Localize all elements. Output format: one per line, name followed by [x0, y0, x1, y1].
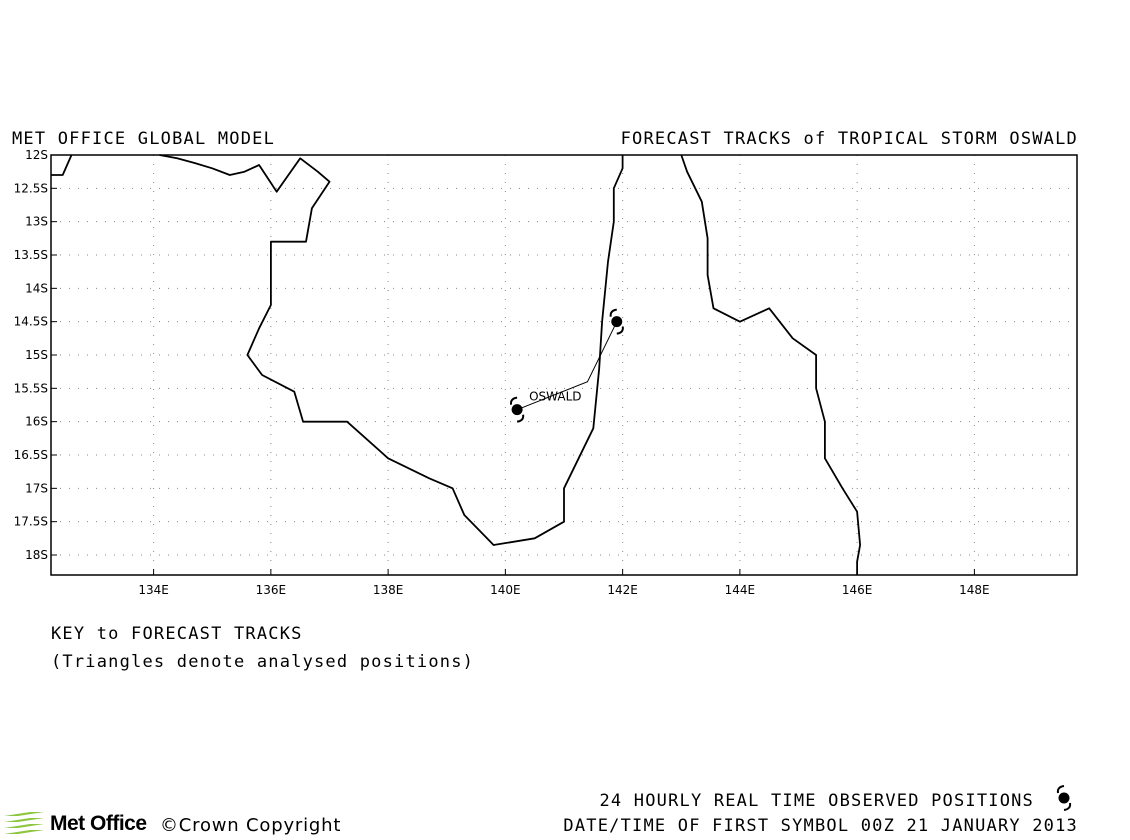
- lat-tick-label: 12S: [25, 148, 48, 162]
- lat-tick-label: 13S: [25, 215, 48, 229]
- longitude-labels: 134E 136E 138E 140E 142E 144E 146E 148E: [138, 583, 989, 597]
- map-frame: [50, 154, 1078, 576]
- lon-tick-label: 136E: [256, 583, 287, 597]
- lat-tick-label: 16.5S: [14, 448, 48, 462]
- lat-tick-label: 17S: [25, 481, 48, 495]
- lon-tick-label: 144E: [725, 583, 756, 597]
- lat-tick-label: 14.5S: [14, 315, 48, 329]
- lat-tick-label: 17.5S: [14, 515, 48, 529]
- key-note: (Triangles denote analysed positions): [51, 652, 475, 672]
- model-title: MET OFFICE GLOBAL MODEL: [12, 129, 276, 149]
- first-symbol-datetime: DATE/TIME OF FIRST SYMBOL 00Z 21 JANUARY…: [563, 816, 1078, 836]
- lat-tick-label: 16S: [25, 415, 48, 429]
- lat-tick-label: 15.5S: [14, 381, 48, 395]
- lon-tick-label: 148E: [959, 583, 990, 597]
- storm-name-label: OSWALD: [529, 390, 581, 404]
- coastline: [159, 154, 624, 546]
- storm-track: [509, 308, 624, 423]
- coastline: [680, 154, 861, 575]
- key-title: KEY to FORECAST TRACKS: [51, 624, 303, 644]
- coastlines: [51, 154, 861, 575]
- track-line: [516, 321, 618, 411]
- lat-tick-label: 13.5S: [14, 248, 48, 262]
- latitude-labels: 12S 12.5S 13S 13.5S 14S 14.5S 15S 15.5S 16S 16.5S…: [14, 148, 48, 562]
- met-office-logo-icon: [4, 812, 44, 834]
- met-office-wordmark: Met Office: [50, 812, 147, 835]
- storm-symbol-icon: [1056, 785, 1072, 811]
- forecast-title: FORECAST TRACKS of TROPICAL STORM OSWALD: [620, 129, 1078, 149]
- lon-tick-label: 146E: [842, 583, 873, 597]
- lat-tick-label: 18S: [25, 548, 48, 562]
- coastline: [51, 154, 73, 176]
- crown-copyright: ©Crown Copyright: [160, 815, 342, 836]
- storm-position-marker: [609, 308, 624, 335]
- lat-tick-label: 12.5S: [14, 181, 48, 195]
- lat-tick-label: 14S: [25, 281, 48, 295]
- observed-positions-label: 24 HOURLY REAL TIME OBSERVED POSITIONS: [599, 791, 1034, 811]
- storm-position-marker: [509, 396, 525, 423]
- lon-tick-label: 140E: [490, 583, 521, 597]
- lon-tick-label: 142E: [607, 583, 638, 597]
- lat-tick-label: 15S: [25, 348, 48, 362]
- lon-tick-label: 138E: [373, 583, 404, 597]
- lon-tick-label: 134E: [138, 583, 169, 597]
